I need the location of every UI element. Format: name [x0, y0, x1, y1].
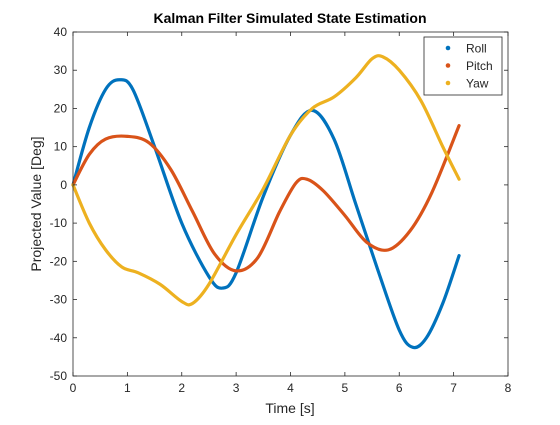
x-tick-label: 4 — [287, 381, 294, 395]
legend-marker-yaw — [445, 80, 451, 86]
x-tick-label: 6 — [396, 381, 403, 395]
y-tick-label: -10 — [50, 216, 68, 230]
y-tick-layer: -50 -40 -30 -20 -10 0 10 20 30 40 — [50, 25, 508, 383]
y-tick-label: 10 — [54, 140, 68, 154]
chart-title: Kalman Filter Simulated State Estimation — [153, 10, 426, 26]
x-axis-label: Time [s] — [265, 400, 314, 416]
series-layer — [71, 54, 461, 350]
series-line-yaw — [71, 54, 461, 307]
legend-marker-roll — [445, 45, 451, 51]
legend-box — [423, 36, 503, 96]
legend-label-roll: Roll — [466, 42, 487, 56]
y-tick-label: -40 — [50, 331, 68, 345]
y-tick-label: -50 — [50, 369, 68, 383]
legend-label-yaw: Yaw — [466, 77, 489, 91]
y-tick-label: 40 — [54, 25, 68, 39]
legend: Roll Pitch Yaw — [423, 36, 503, 96]
legend-label-pitch: Pitch — [466, 59, 493, 73]
x-tick-label: 7 — [450, 381, 457, 395]
y-axis-label: Projected Value [Deg] — [28, 136, 44, 271]
y-tick-label: 0 — [60, 178, 67, 192]
y-tick-label: -20 — [50, 254, 68, 268]
x-tick-label: 8 — [505, 381, 512, 395]
y-tick-label: 20 — [54, 101, 68, 115]
x-tick-label: 0 — [70, 381, 77, 395]
legend-item-yaw: Yaw — [445, 77, 489, 91]
x-tick-label: 3 — [233, 381, 240, 395]
x-tick-label: 2 — [178, 381, 185, 395]
series-line-roll — [71, 78, 461, 350]
x-tick-layer: 0 1 2 3 4 5 6 7 8 — [70, 32, 512, 395]
x-tick-label: 1 — [124, 381, 131, 395]
y-tick-label: -30 — [50, 293, 68, 307]
legend-marker-pitch — [445, 63, 451, 68]
legend-item-pitch: Pitch — [445, 59, 493, 73]
x-tick-label: 5 — [342, 381, 349, 395]
legend-item-roll: Roll — [445, 42, 487, 56]
series-line-pitch — [71, 124, 461, 273]
y-tick-label: 30 — [54, 63, 68, 77]
